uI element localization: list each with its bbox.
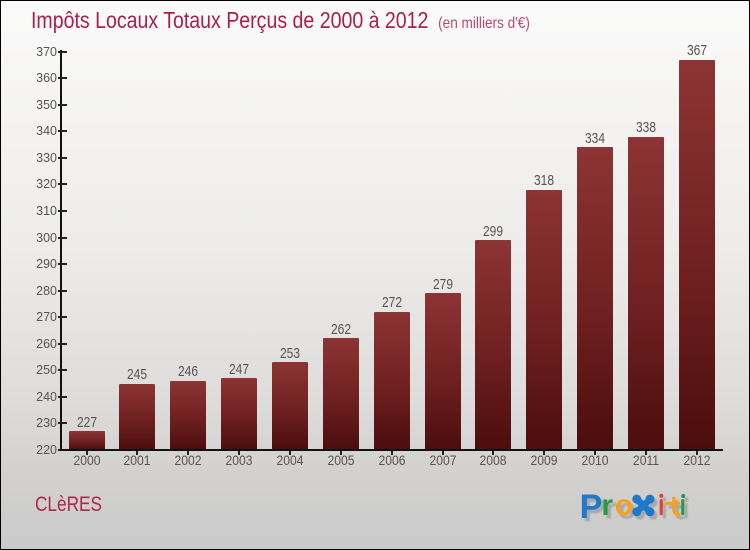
svg-text:P: P xyxy=(580,488,603,526)
svg-text:P: P xyxy=(583,492,606,530)
svg-text:r: r xyxy=(601,489,613,522)
svg-text:o: o xyxy=(618,493,636,526)
svg-text:o: o xyxy=(615,489,633,522)
svg-text:r: r xyxy=(605,493,617,526)
